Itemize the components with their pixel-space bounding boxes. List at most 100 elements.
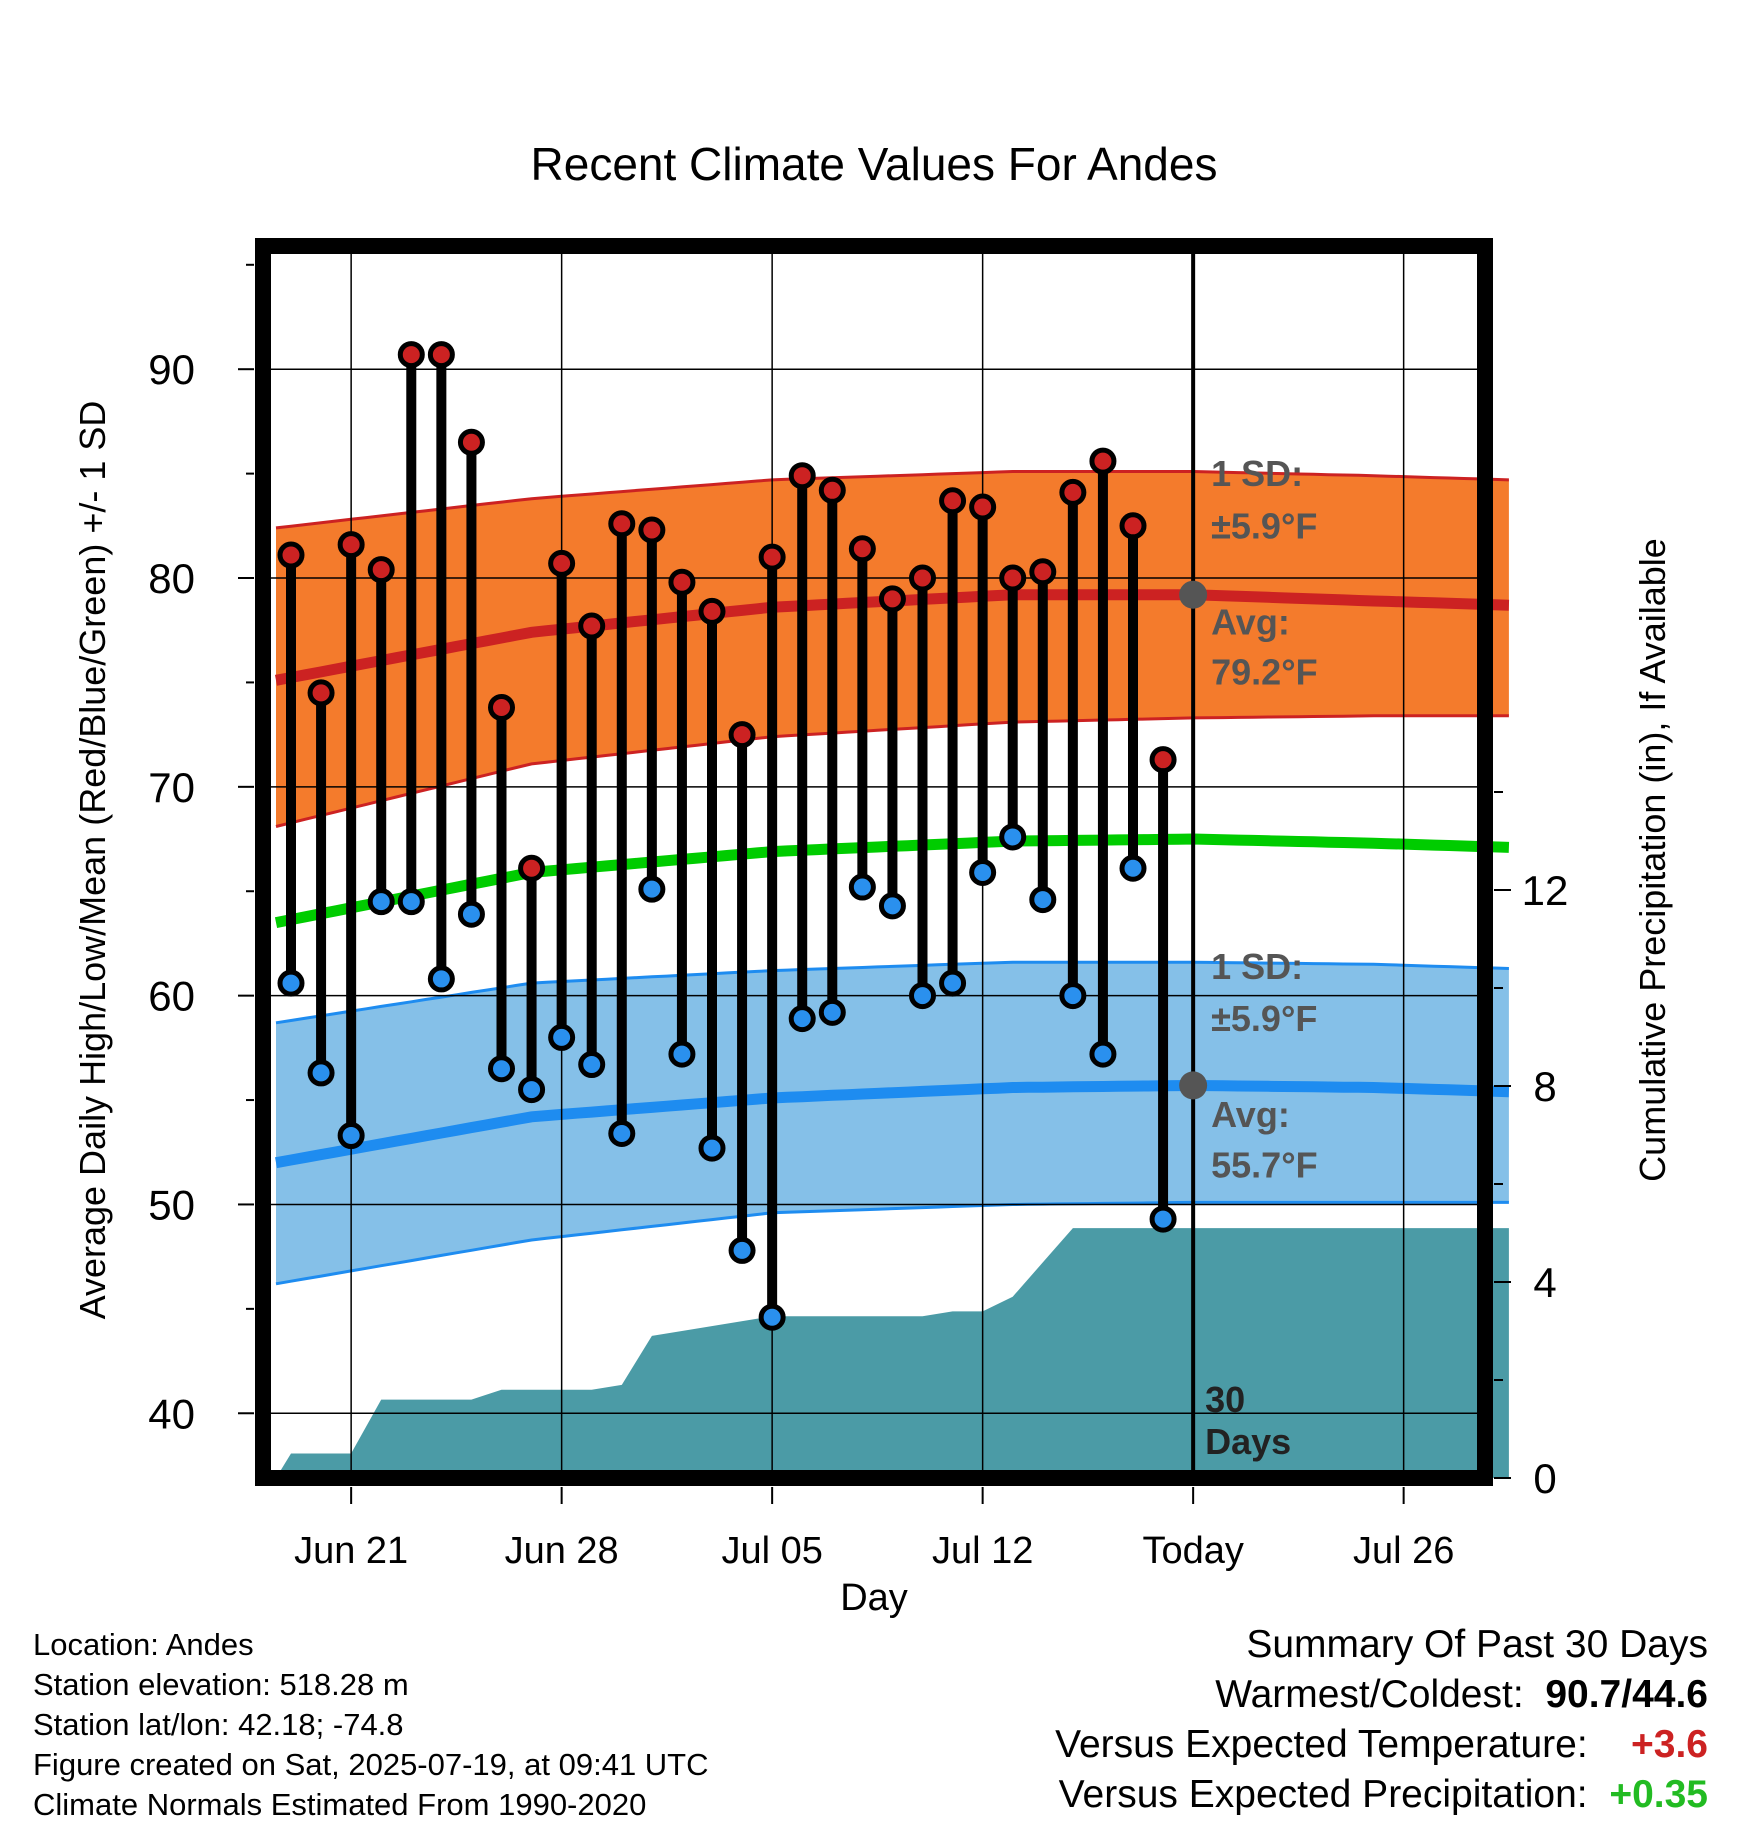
y-tick-label: 90 [148,346,195,393]
plot-frame [255,238,1493,1486]
low-temp-point [848,873,876,901]
high-temp-point [939,487,967,515]
x-tick-label: Jul 26 [1353,1530,1454,1572]
low-temp-point [668,1040,696,1068]
low-temp-point [818,998,846,1026]
low-temp-point [1059,982,1087,1010]
summary-warm-cold: Warmest/Coldest: 90.7/44.6 [1055,1670,1708,1720]
summary-precip: Versus Expected Precipitation: +0.35 [1055,1770,1708,1820]
elevation-text: Station elevation: 518.28 m [33,1667,409,1702]
annotation-high-sd-l2: ±5.9°F [1211,505,1317,546]
axes: 40 50 60 70 80 90 0 4 8 12 Jun 21 Jun 28 Jul 05 Jul 1… [148,238,1569,1572]
high-temp-point [698,597,726,625]
location-text: Location: Andes [33,1627,254,1662]
precip-value: +0.35 [1609,1773,1708,1816]
high-temp-point [638,516,666,544]
low-temp-point [999,823,1027,851]
summary-title: Summary Of Past 30 Days [1246,1623,1708,1666]
high-temp-point [1089,447,1117,475]
high-temp-point [608,510,636,538]
low-temp-point [638,875,666,903]
low-temp-point [367,888,395,916]
high-temp-point [578,612,606,640]
high-temp-point [788,462,816,490]
low-temp-point [878,892,906,920]
high-temp-point [488,693,515,721]
y2-axis-label: Cumulative Precipitation (in), If Availa… [1632,538,1673,1182]
annotation-high-avg-l2: 79.2°F [1211,652,1317,693]
temp-value: +3.6 [1631,1723,1708,1766]
high-temp-point [337,531,365,559]
high-temp-point [397,341,425,369]
low-normal-band [276,962,1509,1284]
annotation-low-avg-l1: Avg: [1211,1094,1290,1135]
annotation-low-avg-l2: 55.7°F [1211,1144,1317,1185]
today-days-word: Days [1205,1421,1291,1462]
low-temp-point [758,1303,786,1331]
y-tick-label: 60 [148,973,195,1020]
high-temp-point [848,535,876,563]
y-tick-label: 50 [148,1181,195,1228]
y2-tick-label: 4 [1533,1259,1556,1306]
high-temp-point [818,476,846,504]
low-temp-point [728,1236,756,1264]
y-tick-label: 40 [148,1390,195,1437]
high-temp-point [307,679,335,707]
high-temp-point [969,493,997,521]
high-temp-point [668,568,696,596]
low-temp-point [788,1005,816,1033]
annotation-high-avg-l1: Avg: [1211,601,1290,642]
low-temp-point [397,888,425,916]
x-tick-label: Jul 12 [932,1530,1033,1572]
x-tick-label: Jul 05 [721,1530,822,1572]
y-tick-label: 80 [148,555,195,602]
low-normal-band-upper-edge [275,960,1509,1025]
low-temp-point [909,982,936,1010]
summary-panel: Summary Of Past 30 Days Warmest/Coldest:… [1055,1620,1708,1820]
high-temp-point [277,541,305,569]
y2-tick-label: 8 [1533,1063,1556,1110]
high-temp-point [1029,558,1057,586]
low-temp-point [427,965,455,993]
low-temp-point [698,1134,726,1162]
high-temp-point [758,543,786,571]
low-temp-point [608,1119,636,1147]
warm-cold-value: 90.7/44.6 [1545,1673,1708,1716]
low-temp-point [1119,854,1147,882]
high-temp-point [999,564,1027,592]
high-temp-point [728,721,756,749]
y-tick-label: 70 [148,764,195,811]
today-low-avg-dot [1179,1071,1208,1100]
warm-cold-label: Warmest/Coldest: [1215,1673,1524,1716]
high-temp-point [427,341,455,369]
today-high-avg-dot [1179,580,1208,609]
low-temp-point [488,1055,515,1083]
y2-tick-label: 12 [1522,867,1569,914]
annotation-low-sd-l1: 1 SD: [1211,946,1303,987]
today-days-number: 30 [1205,1379,1245,1420]
x-tick-label: Jun 28 [505,1530,619,1572]
low-normal-band-lower-edge [275,1200,1509,1286]
high-temp-point [1119,512,1147,540]
annotation-high-sd-l1: 1 SD: [1211,453,1303,494]
low-temp-point [1089,1040,1117,1068]
high-temp-point [1149,746,1177,774]
low-temp-point [277,969,305,997]
low-temp-point [969,858,997,886]
low-temp-point [307,1059,335,1087]
low-temp-point [337,1122,365,1150]
high-temp-point [909,564,936,592]
precip-label: Versus Expected Precipitation: [1058,1773,1588,1816]
low-temp-point [457,900,485,928]
high-temp-point [548,549,576,577]
high-temp-point [1059,478,1087,506]
latlon-text: Station lat/lon: 42.18; -74.8 [33,1707,404,1742]
low-temp-point [548,1023,576,1051]
high-temp-point [518,854,546,882]
low-temp-point [578,1051,606,1079]
low-temp-point [1029,886,1057,914]
created-text: Figure created on Sat, 2025-07-19, at 09… [33,1747,709,1782]
low-temp-point [518,1076,546,1104]
